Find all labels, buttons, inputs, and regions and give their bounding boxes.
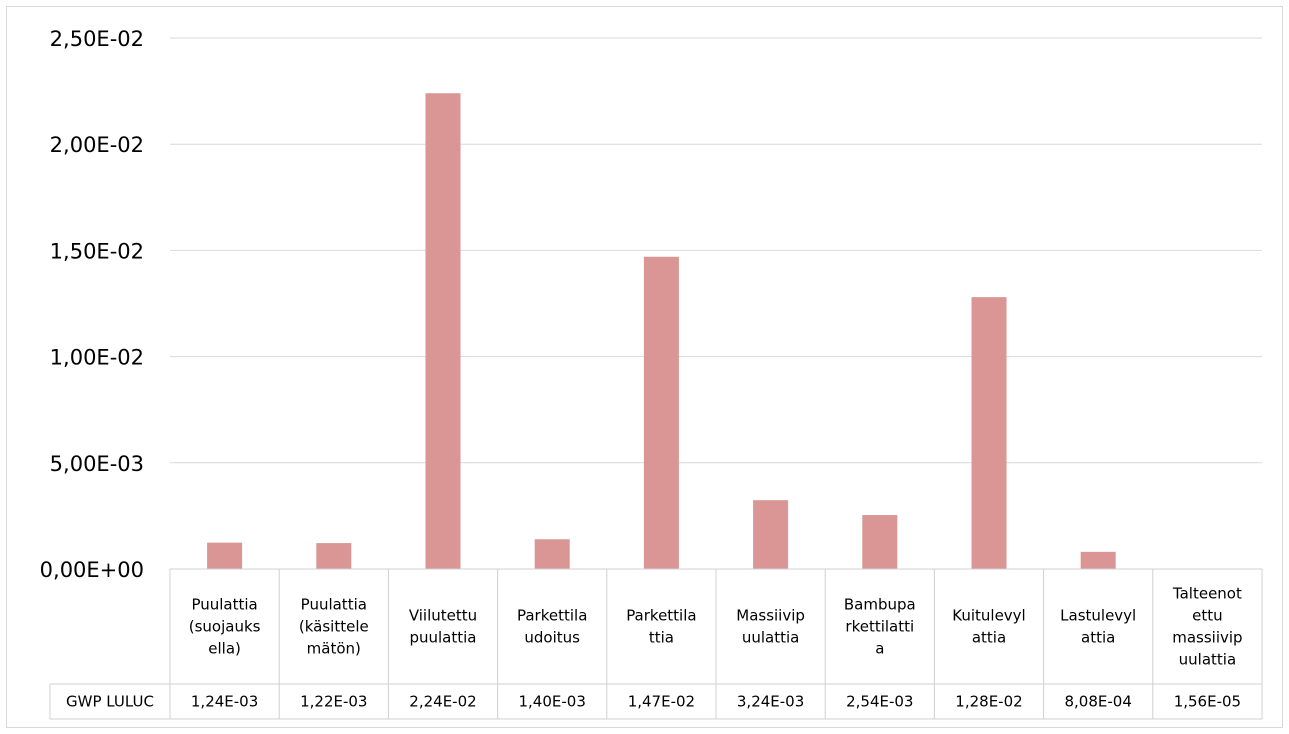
data-label: 1,28E-02 xyxy=(955,693,1022,711)
y-tick-label: 0,00E+00 xyxy=(40,558,144,582)
data-label: 3,24E-03 xyxy=(737,693,804,711)
bar xyxy=(207,542,243,569)
data-label: 8,08E-04 xyxy=(1065,693,1132,711)
bar xyxy=(862,515,898,569)
data-label: 1,56E-05 xyxy=(1174,693,1241,711)
data-label: 1,22E-03 xyxy=(300,693,367,711)
data-label: 2,54E-03 xyxy=(846,693,913,711)
data-label: 1,24E-03 xyxy=(191,693,258,711)
y-tick-label: 2,00E-02 xyxy=(50,133,144,157)
category-label: Puulattia (käsittele mätön) xyxy=(299,596,369,658)
y-tick-label: 1,00E-02 xyxy=(50,346,144,370)
bar xyxy=(1080,551,1116,569)
data-label: 2,24E-02 xyxy=(409,693,476,711)
y-tick-label: 5,00E-03 xyxy=(50,452,144,476)
category-label: Parkettila ttia xyxy=(626,607,696,647)
data-label: 1,47E-02 xyxy=(628,693,695,711)
category-label: Parkettila udoitus xyxy=(517,607,587,647)
category-label: Puulattia (suojauks ella) xyxy=(189,596,261,658)
bar xyxy=(971,297,1007,569)
bar xyxy=(753,500,789,569)
bar xyxy=(316,543,352,569)
series-name: GWP LULUC xyxy=(66,693,154,711)
bar xyxy=(643,256,679,569)
data-label: 1,40E-03 xyxy=(519,693,586,711)
category-label: Massiivip uulattia xyxy=(736,607,805,647)
category-label: Talteenot ettu massiivip uulattia xyxy=(1172,585,1243,669)
bar xyxy=(425,93,461,569)
category-label: Bambupa rkettilatti a xyxy=(844,596,916,658)
y-tick-label: 1,50E-02 xyxy=(50,239,144,263)
category-label: Lastulevyl attia xyxy=(1060,607,1136,647)
category-label: Kuitulevyl attia xyxy=(952,607,1025,647)
category-label: Viilutettu puulattia xyxy=(409,607,477,647)
bar xyxy=(534,539,570,569)
y-tick-label: 2,50E-02 xyxy=(50,27,144,51)
